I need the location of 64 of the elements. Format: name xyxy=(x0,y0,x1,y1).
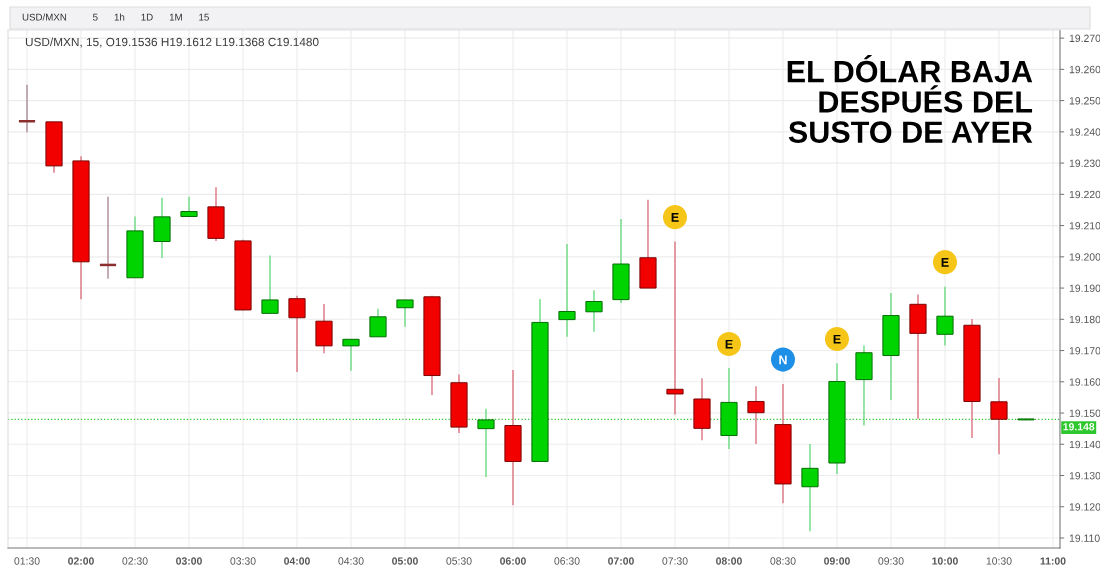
y-tick-label: 19.210 xyxy=(1069,222,1100,230)
x-tick-label: 02:00 xyxy=(68,557,94,565)
candlestick xyxy=(558,243,576,338)
candlestick xyxy=(261,254,279,315)
x-tick-label: 05:00 xyxy=(392,557,418,565)
x-tick-label: 08:30 xyxy=(770,557,796,565)
x-tick-label: 04:30 xyxy=(338,557,364,565)
candlestick xyxy=(801,443,819,532)
x-tick-label: 09:00 xyxy=(824,557,850,565)
candlestick xyxy=(477,407,495,478)
text: 5 xyxy=(93,13,98,21)
text: USD/MXN xyxy=(22,13,67,21)
candlestick xyxy=(747,385,765,445)
candlestick xyxy=(396,299,414,328)
annotation: E xyxy=(725,339,733,349)
y-tick-label: 19.270 xyxy=(1069,34,1100,42)
candlestick xyxy=(585,289,603,333)
x-tick-label: 03:00 xyxy=(176,557,202,565)
candlestick xyxy=(990,377,1008,455)
annotation: E xyxy=(941,258,949,267)
y-tick-label: 19.250 xyxy=(1069,97,1100,105)
y-tick-label: 19.240 xyxy=(1069,128,1100,136)
y-tick-label: 19.110 xyxy=(1069,534,1100,542)
x-tick-label: 02:30 xyxy=(122,557,148,565)
candlestick xyxy=(180,196,198,218)
y-tick-label: 19.230 xyxy=(1069,159,1100,167)
candlestick xyxy=(936,286,954,347)
ref-line-label: 19.148 xyxy=(1063,423,1095,431)
y-tick-label: 19.170 xyxy=(1069,347,1100,355)
x-tick-label: 07:30 xyxy=(662,557,688,565)
candlestick xyxy=(288,295,306,373)
x-tick-label: 01:30 xyxy=(14,557,40,565)
y-tick-label: 19.190 xyxy=(1069,284,1100,292)
y-tick-label: 19.200 xyxy=(1069,253,1100,261)
x-tick-label: 04:00 xyxy=(284,557,310,565)
x-tick-label: 06:00 xyxy=(500,557,526,565)
y-tick-label: 19.120 xyxy=(1069,503,1100,511)
x-tick-label: 03:30 xyxy=(230,557,256,565)
annotation: E xyxy=(833,334,841,344)
y-tick-label: 19.260 xyxy=(1069,65,1100,74)
y-tick-label: 19.180 xyxy=(1069,315,1100,324)
annotation: E xyxy=(671,213,679,222)
y-tick-label: 19.160 xyxy=(1069,378,1100,386)
x-tick-label: 05:30 xyxy=(446,557,472,565)
annotation: N xyxy=(779,355,787,365)
x-tick-label: 11:00 xyxy=(1040,557,1066,565)
y-tick-label: 19.220 xyxy=(1069,190,1100,199)
y-tick-label: 19.150 xyxy=(1069,409,1100,417)
x-tick-label: 08:00 xyxy=(716,557,742,565)
text: 1h xyxy=(114,13,125,21)
candlestick xyxy=(369,307,387,338)
x-tick-label: 06:30 xyxy=(554,557,580,565)
text: 1D xyxy=(141,13,153,21)
x-tick-label: 10:30 xyxy=(986,557,1012,565)
x-tick-label: 09:30 xyxy=(878,557,904,565)
text: 1M xyxy=(169,13,182,21)
text: 15 xyxy=(199,13,209,21)
text: USD/MXN, 15, O19.1536 H19.1612 L19.1368 C19.1480 xyxy=(25,37,319,48)
x-tick-label: 07:00 xyxy=(608,557,634,565)
y-tick-label: 19.140 xyxy=(1069,440,1100,449)
y-tick-label: 19.130 xyxy=(1069,472,1100,480)
text: EL DÓLAR BAJA DESPUÉS DEL SUSTO DE AYER xyxy=(787,55,1033,143)
candlestick xyxy=(342,338,360,372)
x-tick-label: 10:00 xyxy=(932,557,958,565)
